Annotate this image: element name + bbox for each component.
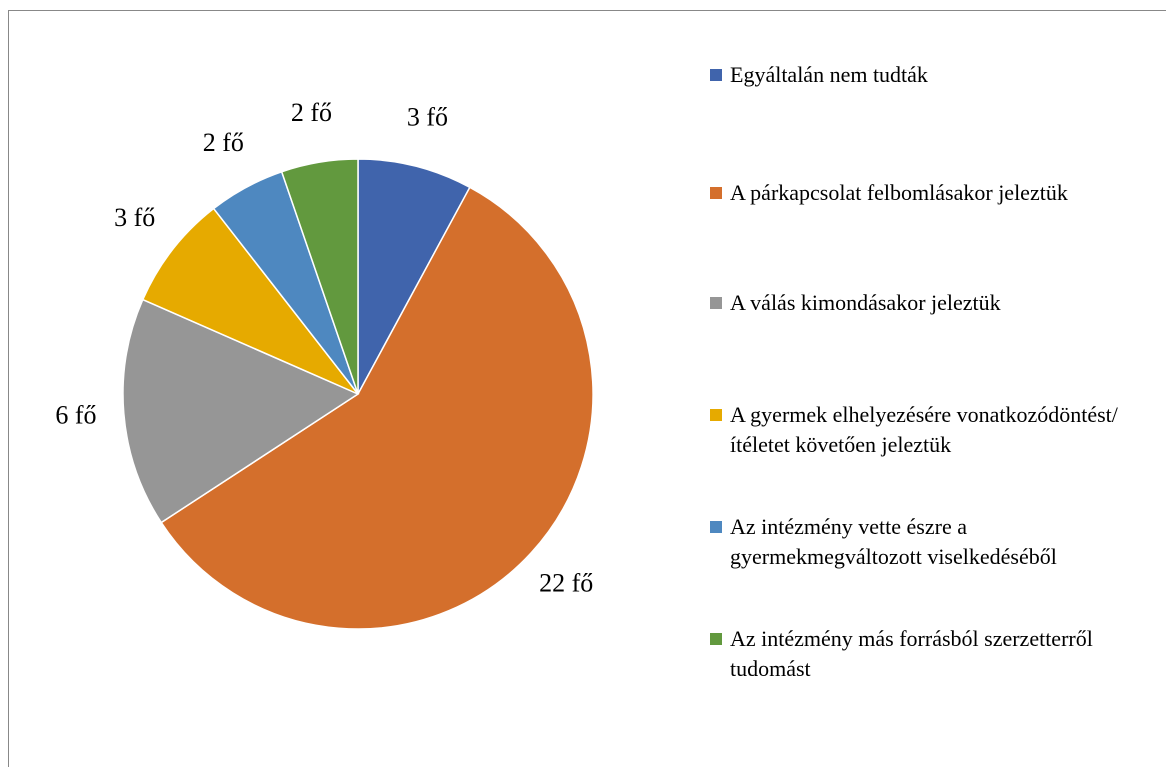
data-label: 6 fő (55, 400, 96, 429)
legend-swatch (710, 521, 722, 533)
legend-item: Egyáltalán nem tudták (710, 60, 1150, 90)
legend-label: A válás kimondásakor jeleztük (730, 290, 1001, 315)
data-label: 2 fő (203, 128, 244, 157)
legend-swatch (710, 297, 722, 309)
data-label: 22 fő (539, 569, 593, 598)
legend-swatch (710, 633, 722, 645)
legend-label: Az intézmény más forrásból szerzetterről… (730, 626, 1093, 681)
legend-swatch (710, 187, 722, 199)
pie-slice (160, 186, 594, 630)
pie-slice (280, 158, 359, 395)
pie-slice (141, 207, 359, 395)
frame (8, 10, 1166, 767)
legend-label: A párkapcsolat felbomlásakor jeleztük (730, 180, 1068, 205)
legend-swatch (710, 409, 722, 421)
legend-label: Az intézmény vette észre a gyermekmegvál… (730, 514, 1057, 569)
legend-item: Az intézmény más forrásból szerzetterről… (710, 624, 1150, 684)
legend-item: A válás kimondásakor jeleztük (710, 288, 1150, 318)
legend-item: Az intézmény vette észre a gyermekmegvál… (710, 512, 1150, 572)
pie-slice (357, 158, 471, 395)
data-label: 3 fő (114, 203, 155, 232)
data-label: 2 fő (291, 98, 332, 127)
legend-item: A gyermek elhelyezésére vonatkozódöntést… (710, 400, 1150, 460)
pie-slice (122, 298, 360, 524)
data-label: 3 fő (407, 103, 448, 132)
legend-swatch (710, 69, 722, 81)
legend-label: A gyermek elhelyezésére vonatkozódöntést… (730, 402, 1118, 457)
legend-label: Egyáltalán nem tudták (730, 62, 928, 87)
legend-item: A párkapcsolat felbomlásakor jeleztük (710, 178, 1150, 208)
